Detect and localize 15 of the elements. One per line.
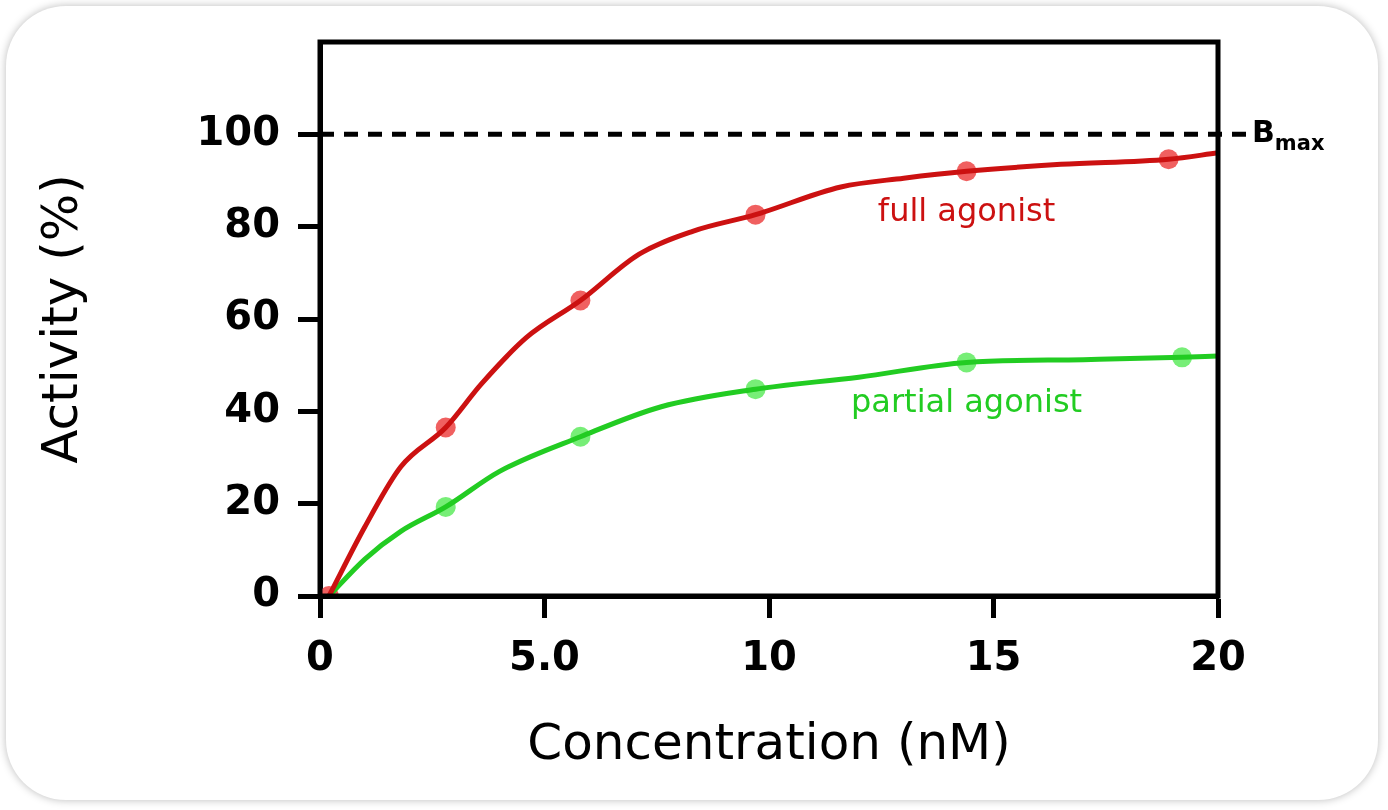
y-tick-label: 0 — [252, 569, 280, 616]
x-tick-label: 20 — [1190, 633, 1246, 680]
y-axis-title: Activity (%) — [30, 174, 89, 464]
y-tick-label: 20 — [224, 477, 280, 524]
y-tick-label: 40 — [224, 384, 280, 431]
x-tick-label: 5.0 — [509, 633, 580, 680]
y-tick-label: 60 — [224, 292, 280, 339]
x-axis-title: Concentration (nM) — [527, 712, 1011, 771]
x-tick-label: 0 — [306, 633, 334, 680]
series-label: full agonist — [877, 190, 1056, 229]
x-tick-label: 10 — [741, 633, 797, 680]
x-tick-label: 15 — [965, 633, 1022, 680]
y-tick-label: 100 — [196, 107, 280, 154]
y-tick-label: 80 — [224, 200, 280, 247]
series-label: partial agonist — [851, 381, 1083, 420]
